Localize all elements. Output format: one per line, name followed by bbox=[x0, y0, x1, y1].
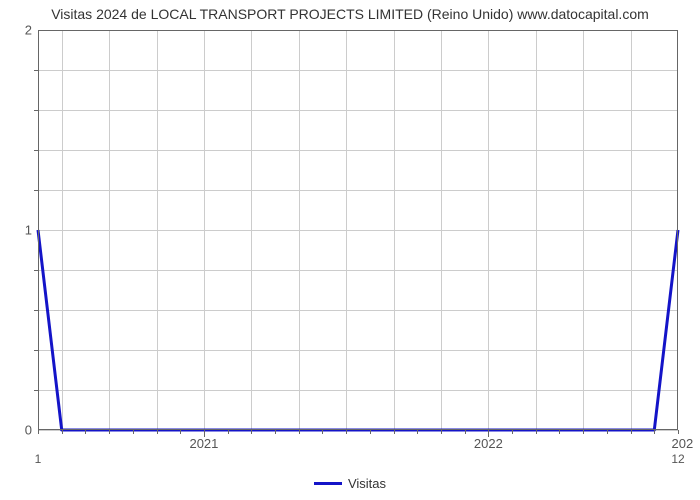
x-tick-label: 2022 bbox=[474, 430, 503, 451]
x-tick-minor bbox=[465, 430, 466, 434]
x-tick-minor bbox=[62, 430, 63, 434]
y-tick-minor bbox=[34, 190, 38, 191]
x-tick-minor bbox=[109, 430, 110, 434]
x-tick-minor bbox=[607, 430, 608, 434]
x-tick-minor bbox=[157, 430, 158, 434]
y-tick-label: 1 bbox=[25, 223, 38, 238]
x-tick-minor bbox=[133, 430, 134, 434]
x-tick-minor bbox=[251, 430, 252, 434]
x-secondary-right-label: 12 bbox=[671, 430, 684, 466]
x-tick-minor bbox=[228, 430, 229, 434]
legend-swatch bbox=[314, 482, 342, 485]
legend: Visitas bbox=[0, 475, 700, 491]
plot-area: 012 20212022202112 bbox=[38, 30, 678, 430]
legend-label: Visitas bbox=[348, 476, 386, 491]
x-tick-minor bbox=[536, 430, 537, 434]
x-tick-minor bbox=[370, 430, 371, 434]
x-tick-minor bbox=[394, 430, 395, 434]
x-tick-minor bbox=[559, 430, 560, 434]
y-tick-minor bbox=[34, 310, 38, 311]
series-line bbox=[38, 230, 678, 430]
y-tick-minor bbox=[34, 350, 38, 351]
y-tick-minor bbox=[34, 110, 38, 111]
y-tick-minor bbox=[34, 70, 38, 71]
y-tick-minor bbox=[34, 390, 38, 391]
line-layer bbox=[38, 30, 678, 430]
x-tick-minor bbox=[275, 430, 276, 434]
x-tick-label: 2021 bbox=[189, 430, 218, 451]
y-tick-minor bbox=[34, 150, 38, 151]
chart-title: Visitas 2024 de LOCAL TRANSPORT PROJECTS… bbox=[0, 6, 700, 22]
x-tick-minor bbox=[512, 430, 513, 434]
x-tick-minor bbox=[85, 430, 86, 434]
x-tick-minor bbox=[417, 430, 418, 434]
x-secondary-left-label: 1 bbox=[35, 430, 42, 466]
x-tick-minor bbox=[180, 430, 181, 434]
x-tick-minor bbox=[299, 430, 300, 434]
x-tick-minor bbox=[583, 430, 584, 434]
x-tick-minor bbox=[631, 430, 632, 434]
y-tick-label: 2 bbox=[25, 23, 38, 38]
y-tick-minor bbox=[34, 270, 38, 271]
chart-container: Visitas 2024 de LOCAL TRANSPORT PROJECTS… bbox=[0, 0, 700, 500]
x-tick-minor bbox=[322, 430, 323, 434]
x-tick-minor bbox=[654, 430, 655, 434]
x-tick-minor bbox=[346, 430, 347, 434]
x-tick-minor bbox=[441, 430, 442, 434]
